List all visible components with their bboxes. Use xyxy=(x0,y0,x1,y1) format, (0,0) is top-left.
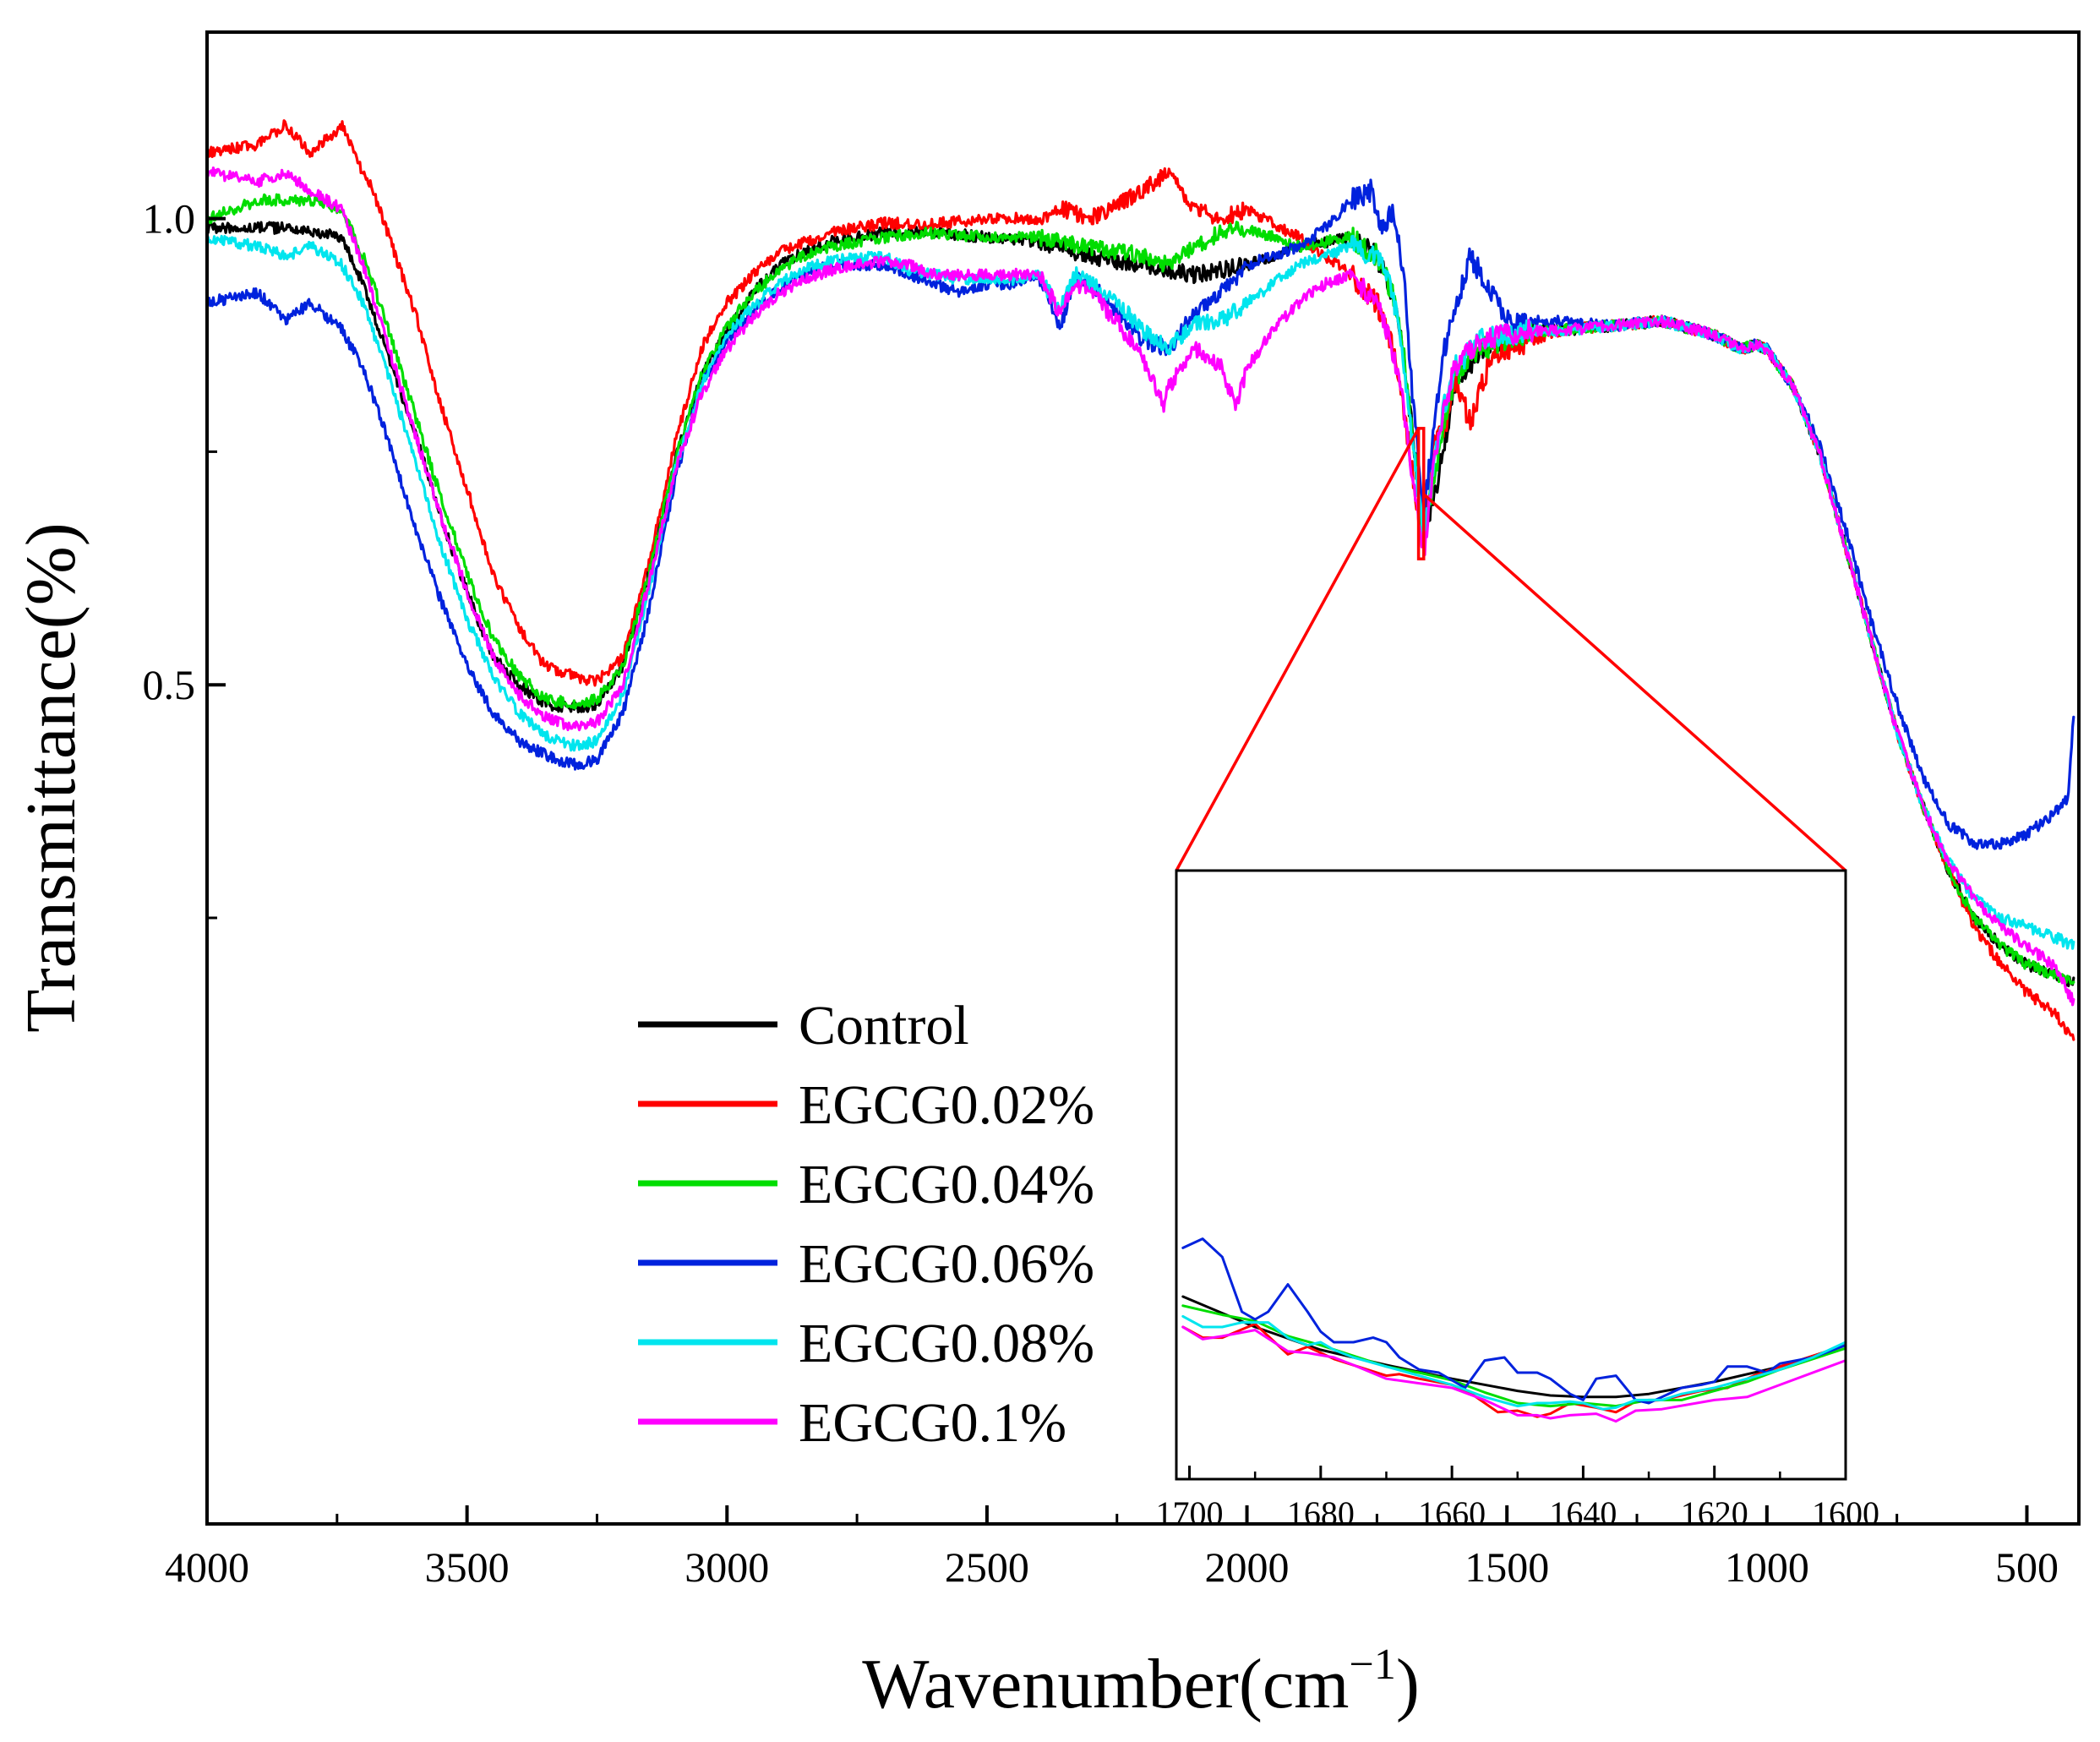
inset-x-tick-label: 1600 xyxy=(1812,1494,1879,1532)
y-axis-title: Transmittance(%) xyxy=(12,522,90,1032)
zoom-connector-right xyxy=(1422,493,1847,872)
y-tick-label: 1.0 xyxy=(143,195,196,243)
x-tick-label: 1000 xyxy=(1725,1543,1809,1591)
main-series-group xyxy=(205,119,2075,1041)
legend-label-egcg0-08: EGCG0.08% xyxy=(799,1313,1094,1374)
inset-x-tick-label: 1700 xyxy=(1156,1494,1224,1532)
y-tick-label: 0.5 xyxy=(143,661,196,708)
inset-x-tick-label: 1660 xyxy=(1418,1494,1486,1532)
legend: Control EGCG0.02% EGCG0.04% EGCG0.06% EGCG0.… xyxy=(638,995,1094,1454)
x-tick-label: 4000 xyxy=(165,1543,249,1591)
zoom-connector-left xyxy=(1175,427,1421,871)
inset-series-line-egcg0-06 xyxy=(1181,1237,1847,1405)
x-axis-title: Wavenumber(cm−1) xyxy=(862,1641,1420,1723)
inset-x-tick-label: 1640 xyxy=(1549,1494,1617,1532)
x-axis-title-main: Wavenumber(cm xyxy=(862,1645,1349,1723)
x-tick-label: 500 xyxy=(1995,1543,2059,1591)
zoom-indicator xyxy=(1175,427,1847,872)
x-tick-label: 3500 xyxy=(425,1543,510,1591)
legend-label-control: Control xyxy=(799,995,969,1057)
x-tick-label: 2500 xyxy=(945,1543,1029,1591)
x-axis-title-close: ) xyxy=(1396,1645,1420,1723)
main-plot-frame xyxy=(205,30,2081,1526)
series-line-egcg0-08 xyxy=(205,234,2075,950)
inset-series-group xyxy=(1181,1237,1847,1423)
inset-series-line-egcg0-1 xyxy=(1181,1325,1847,1423)
inset-series-line-egcg0-08 xyxy=(1181,1314,1847,1411)
inset-x-tick-label: 1620 xyxy=(1681,1494,1748,1532)
inset-plot-frame xyxy=(1175,869,1847,1481)
legend-label-egcg0-06: EGCG0.06% xyxy=(799,1233,1094,1295)
main-axes-group: 4000 3500 3000 2500 2000 1500 1000 500 1.0 0.5 xyxy=(143,195,2059,1591)
inset-x-tick-label: 1680 xyxy=(1287,1494,1355,1532)
x-tick-label: 2000 xyxy=(1205,1543,1290,1591)
inset-axes-group: 1700 1680 1660 1640 1620 1600 xyxy=(1156,1466,1879,1532)
x-tick-label: 3000 xyxy=(685,1543,769,1591)
inset-background xyxy=(1176,871,1846,1479)
series-line-egcg0-1 xyxy=(205,167,2075,1007)
x-tick-label: 1500 xyxy=(1465,1543,1549,1591)
zoom-rectangle xyxy=(1416,427,1426,561)
legend-label-egcg0-02: EGCG0.02% xyxy=(799,1074,1094,1136)
legend-label-egcg0-1: EGCG0.1% xyxy=(799,1392,1066,1454)
x-axis-title-superscript: −1 xyxy=(1350,1641,1396,1689)
legend-label-egcg0-04: EGCG0.04% xyxy=(799,1154,1094,1215)
